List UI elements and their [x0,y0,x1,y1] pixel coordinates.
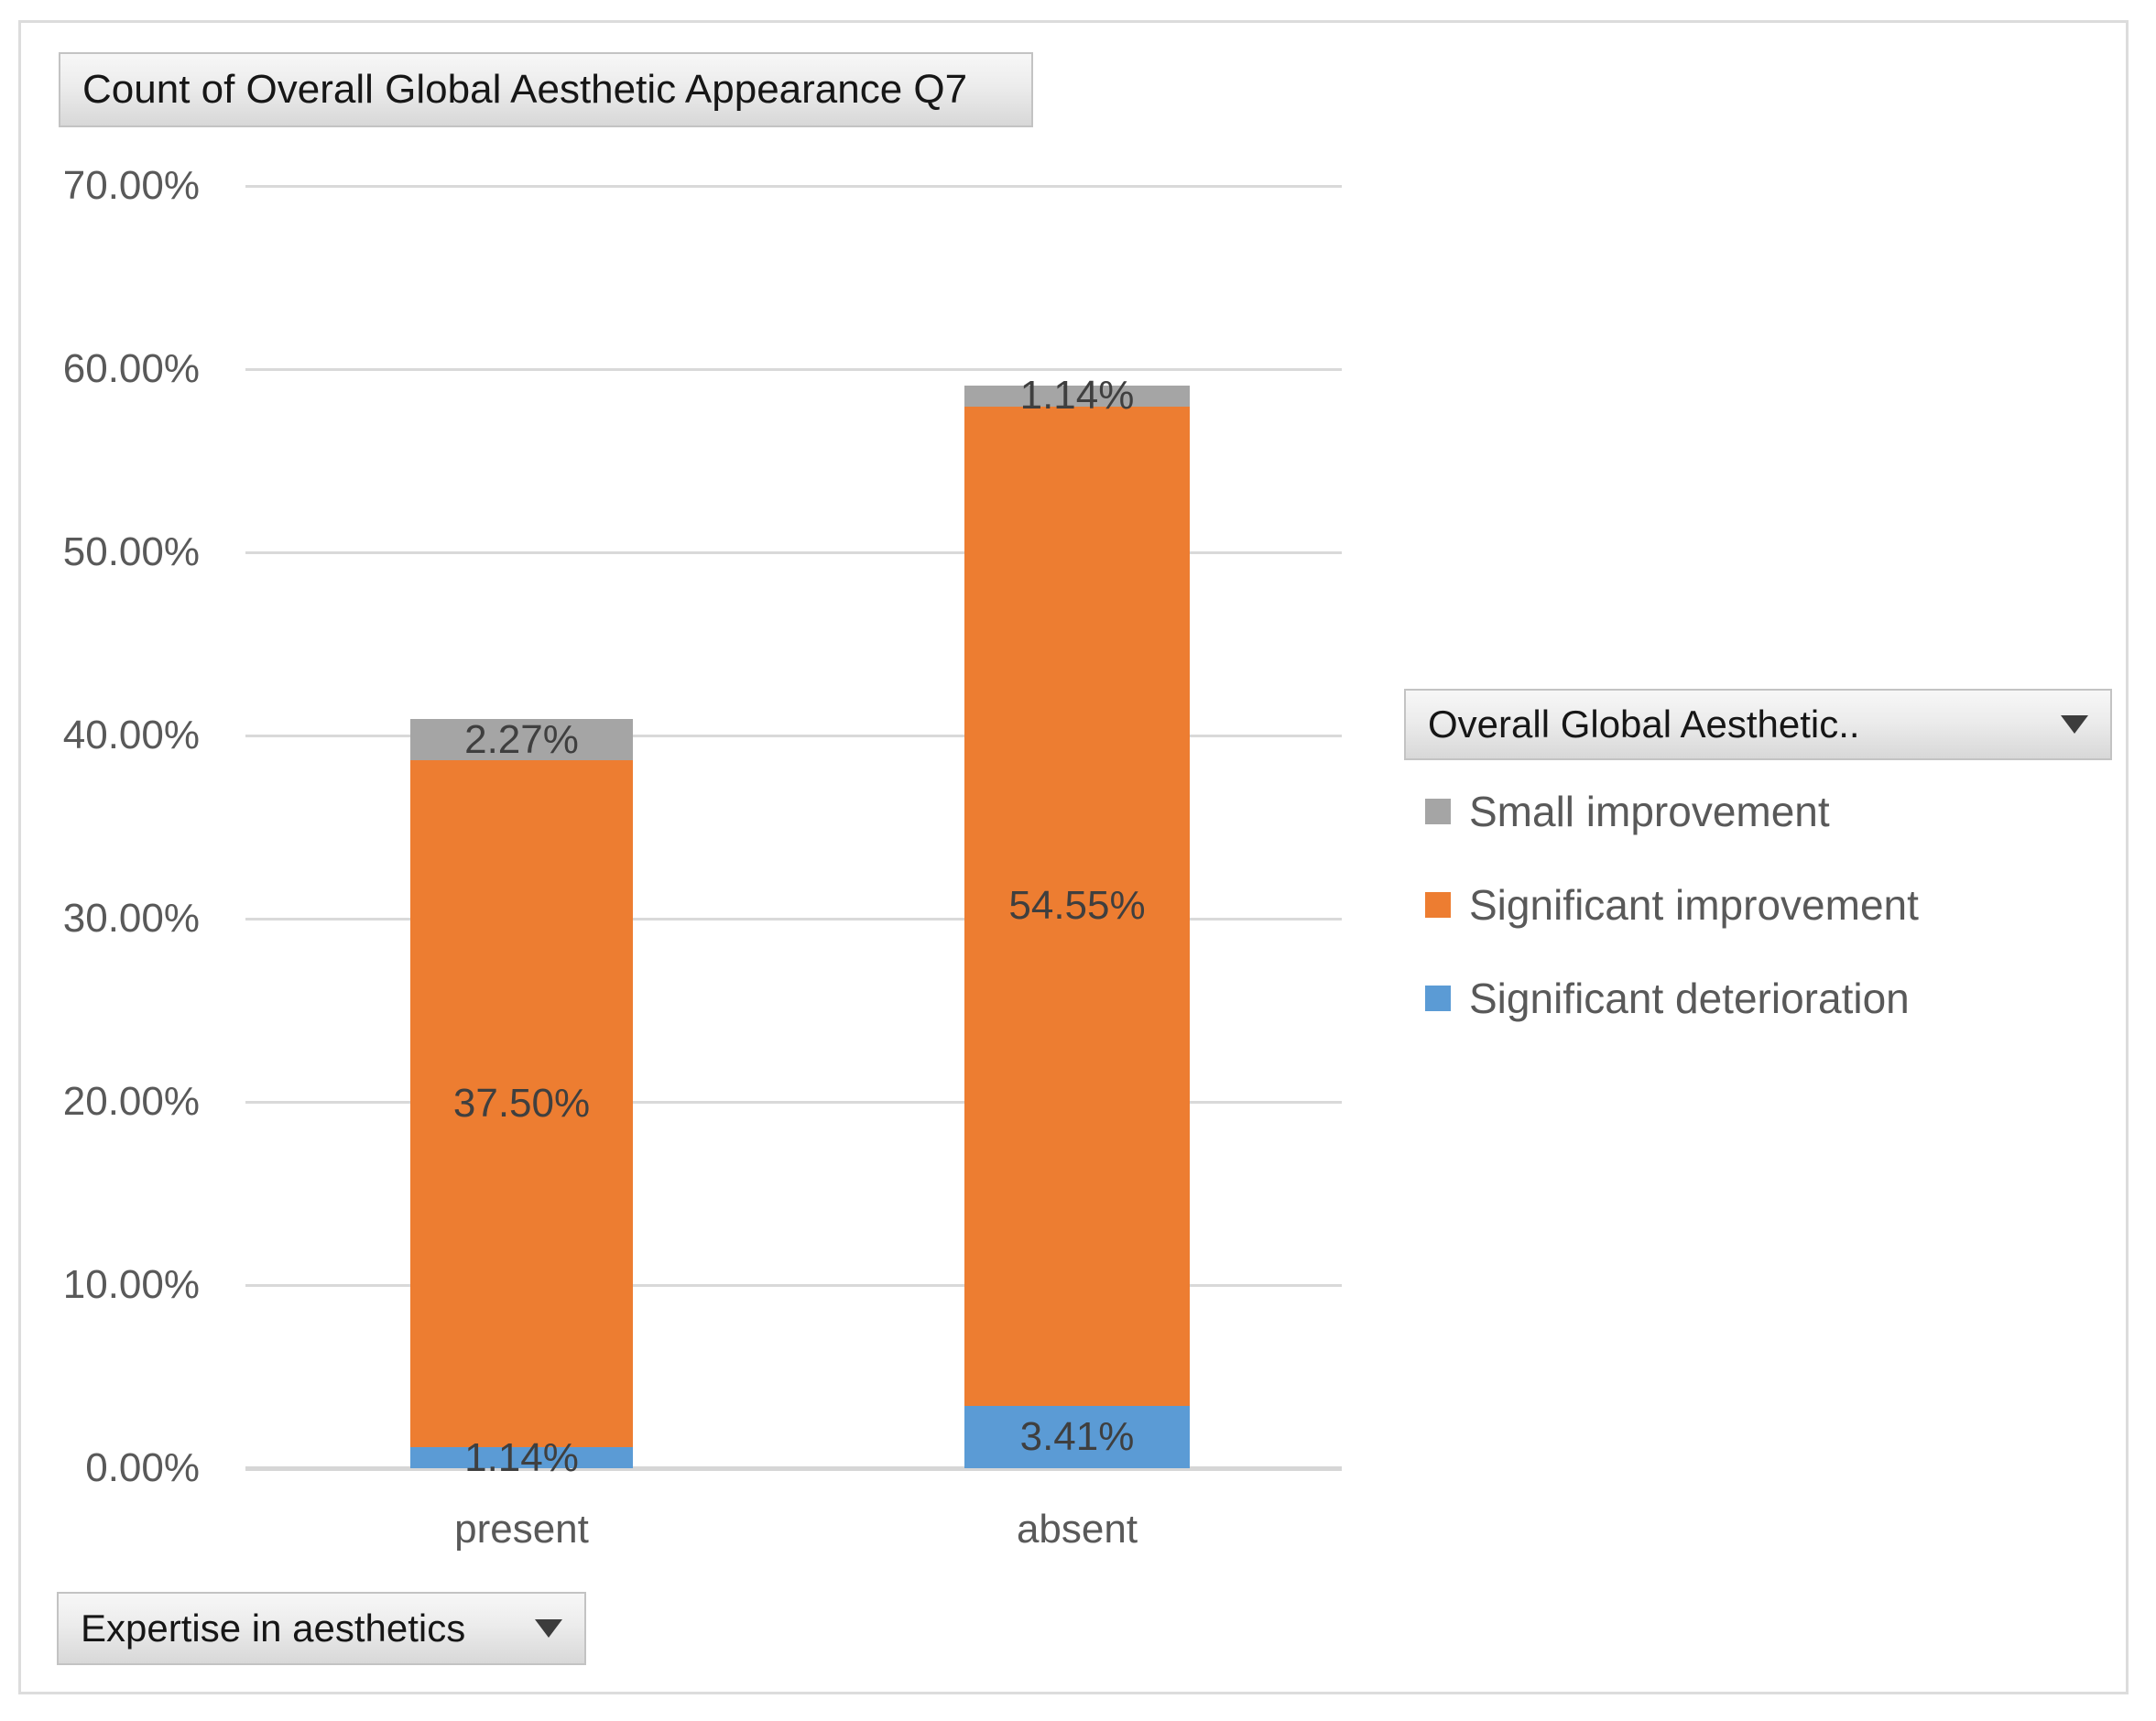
y-axis-tick-label: 70.00% [62,163,200,208]
y-axis-tick-label: 50.00% [62,529,200,574]
legend-item-label: Significant improvement [1469,881,1919,929]
bar-segment-present-significant-deterioration [410,1447,633,1468]
legend-item: Significant improvement [1425,879,1919,931]
value-field-label: Count of Overall Global Aesthetic Appear… [82,67,968,112]
data-label-absent: 54.55% [1008,883,1146,929]
gridline [245,185,1342,188]
gridline [245,551,1342,554]
y-axis-tick-label: 40.00% [62,713,200,757]
gridline [245,368,1342,371]
x-axis-category-label: absent [1016,1507,1138,1552]
x-axis-line [245,1466,1342,1471]
gridline [245,735,1342,737]
legend-item: Small improvement [1425,786,1830,837]
legend-item: Significant deterioration [1425,973,1910,1024]
bar-segment-present-small-improvement [410,718,633,761]
y-axis-tick-label: 0.00% [85,1445,200,1490]
bar-segment-absent-significant-improvement [964,406,1190,1406]
data-label-present: 2.27% [464,716,579,762]
dropdown-arrow-icon [535,1619,562,1638]
data-label-present: 37.50% [452,1081,591,1127]
dropdown-arrow-icon [2061,715,2088,734]
bar-segment-present-significant-improvement [410,760,633,1448]
gridline [245,918,1342,920]
y-axis-tick-label: 60.00% [62,346,200,391]
data-label-absent: 3.41% [1019,1413,1135,1459]
y-axis-tick-label: 30.00% [62,896,200,941]
legend-item-label: Significant deterioration [1469,975,1910,1022]
data-label-present: 1.14% [464,1434,579,1480]
axis-field-label: Expertise in aesthetics [81,1607,466,1650]
bar-segment-absent-significant-deterioration [964,1405,1190,1468]
legend-swatch-small-improvement [1425,799,1451,824]
x-axis-category-label: present [454,1507,589,1552]
y-axis-tick-label: 10.00% [62,1262,200,1307]
legend-item-label: Small improvement [1469,788,1830,835]
legend-swatch-significant-improvement [1425,892,1451,918]
legend-swatch-significant-deterioration [1425,986,1451,1011]
value-field-button[interactable]: Count of Overall Global Aesthetic Appear… [59,52,1033,127]
gridline [245,1284,1342,1287]
gridline [245,1101,1342,1104]
legend-field-button[interactable]: Overall Global Aesthetic.. [1404,689,2112,760]
legend-field-label: Overall Global Aesthetic.. [1428,703,1860,746]
bar-segment-absent-small-improvement [964,386,1190,407]
y-axis-tick-label: 20.00% [62,1079,200,1124]
axis-field-button[interactable]: Expertise in aesthetics [57,1592,586,1665]
data-label-absent: 1.14% [1019,373,1135,419]
